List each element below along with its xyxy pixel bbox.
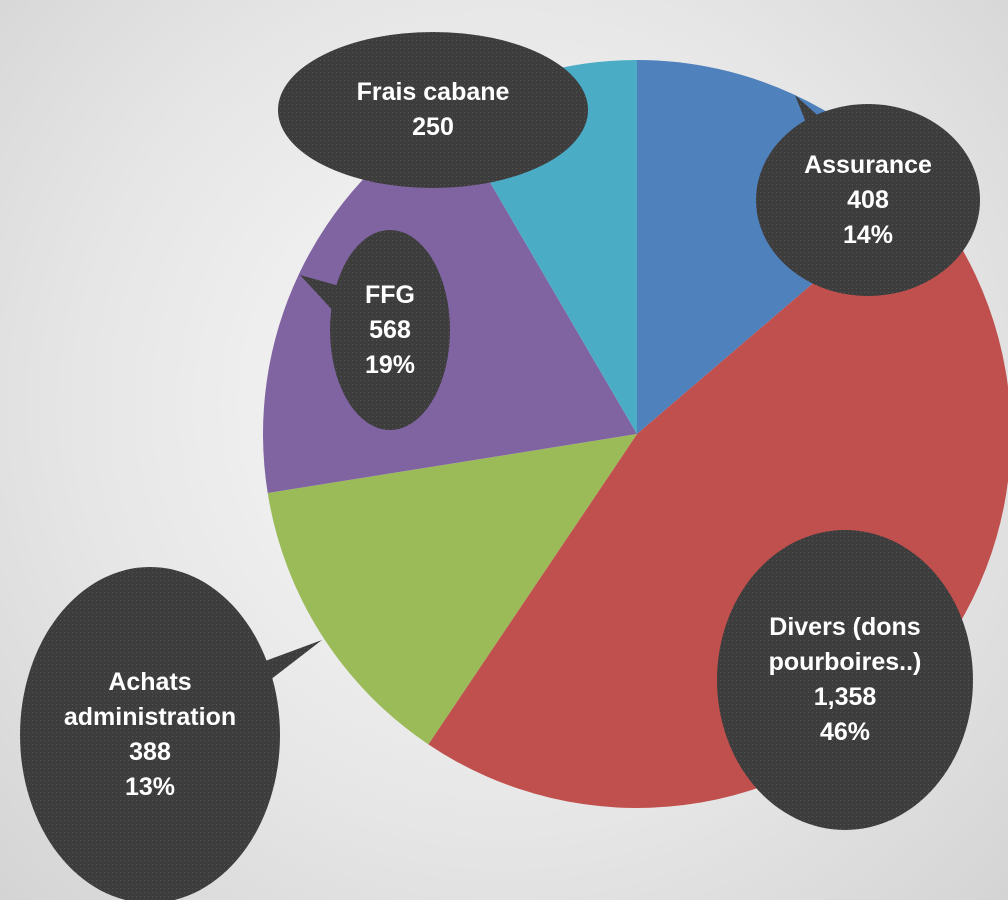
label-line: 14% (842, 220, 894, 249)
label-line: 46% (819, 718, 871, 746)
label-line: 13% (124, 773, 176, 801)
label-line: Assurance (804, 150, 932, 179)
label-line: 19% (364, 350, 416, 379)
callout-bubble (330, 230, 450, 430)
callouts (20, 32, 980, 900)
callout-bubble (20, 567, 280, 900)
label-line: 250 (412, 113, 454, 141)
callout-bubble (278, 32, 588, 188)
data-label: Divers (dons pourboires..) 1,358 46% (740, 530, 950, 830)
label-line: Achats administration (63, 668, 237, 731)
data-label: Achats administration 388 13% (45, 567, 255, 900)
data-label: FFG 568 19% (340, 230, 440, 430)
label-line: 388 (129, 738, 171, 766)
label-line: Divers (dons pourboires..) (768, 613, 922, 676)
data-label: Frais cabane 250 (303, 32, 563, 188)
label-line: FFG (365, 280, 415, 309)
callout-bubble (717, 530, 973, 830)
data-label: Assurance 408 14% (768, 104, 968, 296)
label-line: 408 (847, 185, 889, 214)
label-line: 1,358 (813, 683, 877, 711)
callout-bubble (756, 104, 980, 296)
label-line: 568 (369, 315, 411, 344)
label-line: Frais cabane (356, 78, 510, 106)
pie-slice (267, 434, 637, 745)
